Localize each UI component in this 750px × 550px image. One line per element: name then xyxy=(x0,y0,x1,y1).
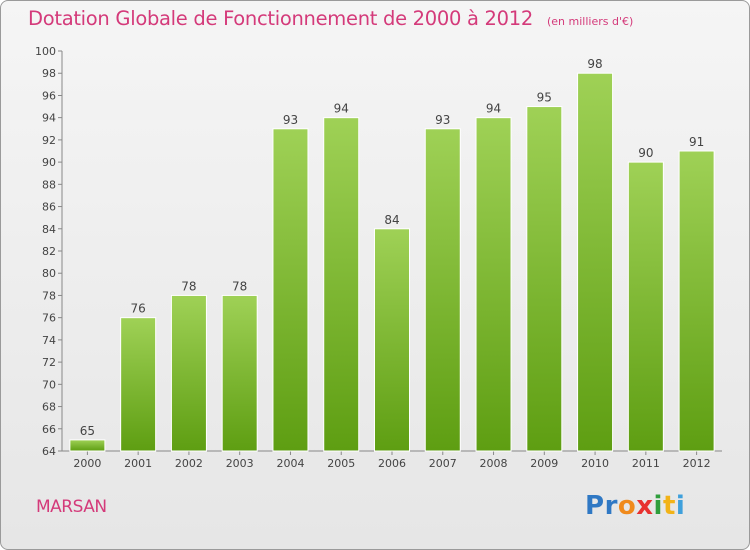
bar-2011 xyxy=(627,161,664,452)
y-tick-label: 94 xyxy=(42,112,56,125)
y-tick-label: 74 xyxy=(42,334,56,347)
logo-letter: r xyxy=(604,491,618,521)
x-tick-label-2005: 2005 xyxy=(327,457,355,470)
chart-title-text: Dotation Globale de Fonctionnement de 20… xyxy=(28,7,533,30)
bar-2004 xyxy=(272,128,309,452)
x-tick-label-2011: 2011 xyxy=(632,457,660,470)
y-tick-label: 66 xyxy=(42,423,56,436)
logo-letter: i xyxy=(675,491,686,521)
commune-name: MARSAN xyxy=(36,497,107,517)
bar-2005 xyxy=(323,117,360,452)
y-tick-label: 98 xyxy=(42,67,56,80)
y-tick-label: 70 xyxy=(42,378,56,391)
value-label-2011: 90 xyxy=(638,146,653,160)
y-tick-label: 76 xyxy=(42,312,56,325)
logo-letter: i xyxy=(653,491,663,521)
chart-value-labels: 65 76 78 78 93 94 84 93 94 95 98 90 91 xyxy=(80,57,705,438)
value-label-2009: 95 xyxy=(537,91,552,105)
logo-letter: x xyxy=(636,491,654,521)
y-tick-label: 80 xyxy=(42,267,56,280)
bar-2007 xyxy=(424,128,461,452)
logo-letter: o xyxy=(617,491,637,521)
chart-bars xyxy=(69,72,715,452)
bar-2009 xyxy=(526,106,563,452)
value-label-2006: 84 xyxy=(384,213,399,227)
bar-2012 xyxy=(678,150,715,452)
y-tick-label: 92 xyxy=(42,134,56,147)
value-label-2010: 98 xyxy=(587,57,602,71)
bar-2006 xyxy=(374,228,410,452)
x-tick-label-2000: 2000 xyxy=(73,457,101,470)
x-tick-label-2007: 2007 xyxy=(429,457,457,470)
value-label-2004: 93 xyxy=(283,113,298,127)
logo-letter: P xyxy=(585,491,605,521)
bar-2001 xyxy=(120,317,157,452)
x-tick-label-2003: 2003 xyxy=(226,457,254,470)
y-tick-label: 88 xyxy=(42,178,56,191)
bar-2002 xyxy=(170,294,207,452)
x-tick-label-2009: 2009 xyxy=(530,457,558,470)
x-tick-label-2006: 2006 xyxy=(378,457,406,470)
bar-2003 xyxy=(221,294,258,452)
value-label-2005: 94 xyxy=(334,102,349,116)
value-label-2007: 93 xyxy=(435,113,450,127)
x-tick-label-2002: 2002 xyxy=(175,457,203,470)
bar-2008 xyxy=(475,117,512,452)
y-tick-label: 82 xyxy=(42,245,56,258)
chart-unit: (en milliers d'€) xyxy=(546,15,634,28)
bar-2010 xyxy=(577,72,614,452)
x-tick-label-2010: 2010 xyxy=(581,457,609,470)
value-label-2012: 91 xyxy=(689,135,704,149)
x-tick-label-2004: 2004 xyxy=(276,457,304,470)
logo-letter: t xyxy=(662,491,676,521)
value-label-2002: 78 xyxy=(181,279,196,293)
y-tick-label: 86 xyxy=(42,201,56,214)
x-tick-label-2001: 2001 xyxy=(124,457,152,470)
y-tick-label: 96 xyxy=(42,89,56,102)
value-label-2000: 65 xyxy=(80,424,95,438)
value-label-2001: 76 xyxy=(131,302,146,316)
y-tick-label: 68 xyxy=(42,401,56,414)
y-tick-label: 64 xyxy=(42,445,56,458)
y-tick-label: 72 xyxy=(42,356,56,369)
y-tick-label: 90 xyxy=(42,156,56,169)
proxiti-logo[interactable]: Proxiti xyxy=(585,491,685,521)
y-tick-label: 84 xyxy=(42,223,56,236)
value-label-2008: 94 xyxy=(486,102,501,116)
value-label-2003: 78 xyxy=(232,279,247,293)
bar-2000 xyxy=(69,439,106,452)
y-tick-label: 78 xyxy=(42,289,56,302)
x-tick-label-2012: 2012 xyxy=(683,457,711,470)
x-tick-label-2008: 2008 xyxy=(480,457,508,470)
chart-title: Dotation Globale de Fonctionnement de 20… xyxy=(28,7,633,30)
y-tick-label: 100 xyxy=(35,45,56,58)
